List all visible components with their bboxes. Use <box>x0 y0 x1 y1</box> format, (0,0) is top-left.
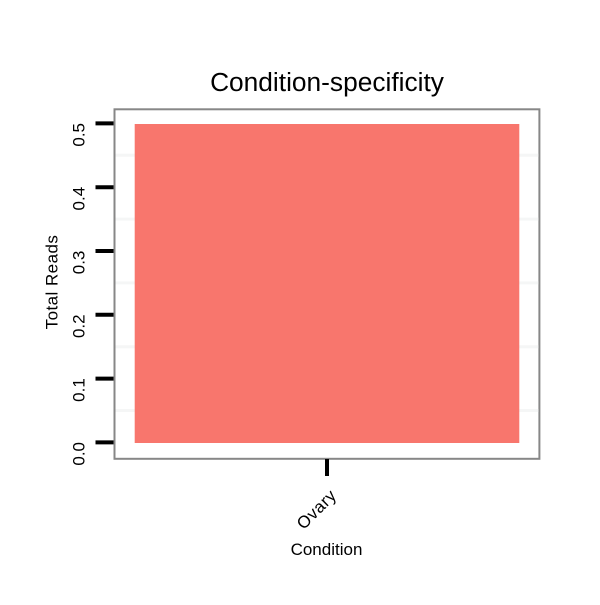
svg-text:0.4: 0.4 <box>70 187 89 211</box>
svg-text:0.5: 0.5 <box>70 123 89 147</box>
svg-text:0.0: 0.0 <box>70 442 89 466</box>
svg-text:Total Reads: Total Reads <box>43 235 62 330</box>
svg-text:0.1: 0.1 <box>70 378 89 402</box>
svg-text:Condition-specificity: Condition-specificity <box>210 67 445 97</box>
svg-text:Condition: Condition <box>291 540 363 559</box>
svg-text:0.2: 0.2 <box>70 314 89 338</box>
svg-text:0.3: 0.3 <box>70 251 89 275</box>
